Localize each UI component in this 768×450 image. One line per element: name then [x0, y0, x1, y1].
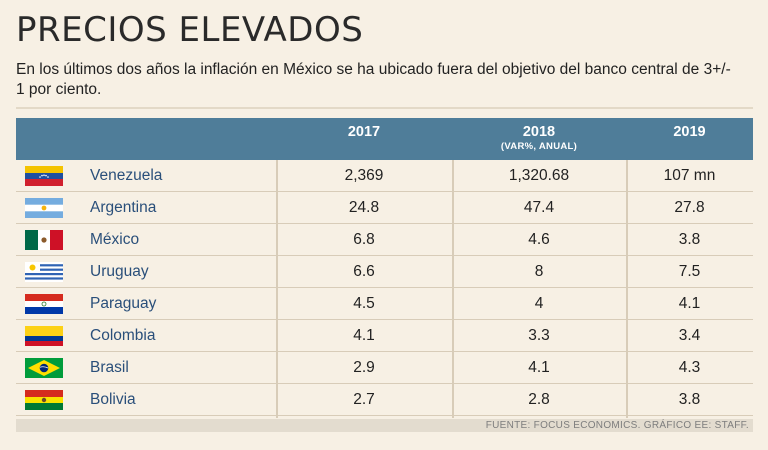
country-name: Venezuela	[90, 167, 163, 184]
value-2019: 4.1	[678, 295, 701, 312]
inflation-table: 2017 2018 (VAR%, ANUAL) 2019 Venezuela 2,…	[16, 118, 753, 416]
value-2017: 4.1	[353, 327, 375, 344]
mexico-flag	[25, 230, 63, 250]
table-row: Uruguay 6.6 8 7.5	[16, 256, 753, 288]
title-divider	[16, 107, 753, 109]
country-name: Argentina	[90, 199, 157, 216]
column-header-label: 2017	[347, 124, 381, 140]
table-header: 2017 2018 (VAR%, ANUAL) 2019	[16, 118, 753, 160]
value-2019: 3.8	[678, 391, 701, 408]
footer-bar: FUENTE: FOCUS ECONOMICS. GRÁFICO EE: STA…	[16, 419, 753, 432]
value-2019: 107 mn	[663, 167, 716, 184]
column-divider	[276, 160, 278, 418]
value-2019: 27.8	[674, 199, 705, 216]
value-2018: 1,320.68	[508, 167, 570, 184]
value-2017: 4.5	[353, 295, 375, 312]
page-title: PRECIOS ELEVADOS	[16, 10, 364, 50]
country-name: Brasil	[90, 359, 129, 376]
column-header-label: 2019	[673, 124, 706, 140]
value-2019: 4.3	[678, 359, 701, 376]
country-name: Uruguay	[90, 263, 149, 280]
table-row: Brasil 2.9 4.1 4.3	[16, 352, 753, 384]
value-2018: 4.1	[528, 359, 550, 376]
table-row: Paraguay 4.5 4 4.1	[16, 288, 753, 320]
column-header-2017: 2017	[276, 124, 452, 140]
country-name: Bolivia	[90, 391, 136, 408]
value-2018: 2.8	[528, 391, 550, 408]
value-2017: 24.8	[348, 199, 380, 216]
table-row: Argentina 24.8 47.4 27.8	[16, 192, 753, 224]
table-body: Venezuela 2,369 1,320.68 107 mn Argentina 24.…	[16, 160, 753, 416]
argentina-flag	[25, 198, 63, 218]
column-header-2019: 2019	[626, 124, 753, 140]
value-2018: 8	[534, 263, 544, 280]
value-2019: 3.8	[678, 231, 701, 248]
table-row: Venezuela 2,369 1,320.68 107 mn	[16, 160, 753, 192]
paraguay-flag	[25, 294, 63, 314]
brasil-flag	[25, 358, 63, 378]
colombia-flag	[25, 326, 63, 346]
page-subtitle: En los últimos dos años la inflación en …	[16, 61, 731, 98]
source-note: FUENTE: FOCUS ECONOMICS. GRÁFICO EE: STA…	[485, 420, 749, 431]
value-2018: 47.4	[523, 199, 555, 216]
value-2019: 3.4	[678, 327, 701, 344]
value-2017: 2.7	[353, 391, 375, 408]
column-divider	[452, 160, 454, 418]
column-header-label: 2018	[522, 124, 556, 140]
column-header-2018: 2018 (VAR%, ANUAL)	[452, 124, 626, 152]
table-row: Bolivia 2.7 2.8 3.8	[16, 384, 753, 416]
value-2017: 2,369	[344, 167, 384, 184]
value-2018: 4	[534, 295, 544, 312]
value-2017: 2.9	[353, 359, 375, 376]
column-divider	[626, 160, 628, 418]
country-name: Paraguay	[90, 295, 157, 312]
country-name: México	[90, 231, 140, 248]
value-2018: 4.6	[528, 231, 550, 248]
value-2017: 6.8	[353, 231, 375, 248]
venezuela-flag	[25, 166, 63, 186]
value-2018: 3.3	[528, 327, 550, 344]
value-2019: 7.5	[678, 263, 701, 280]
uruguay-flag	[25, 262, 63, 282]
country-name: Colombia	[90, 327, 156, 344]
table-row: Colombia 4.1 3.3 3.4	[16, 320, 753, 352]
bolivia-flag	[25, 390, 63, 410]
table-row: México 6.8 4.6 3.8	[16, 224, 753, 256]
value-2017: 6.6	[353, 263, 375, 280]
column-header-sublabel: (VAR%, ANUAL)	[500, 141, 578, 152]
